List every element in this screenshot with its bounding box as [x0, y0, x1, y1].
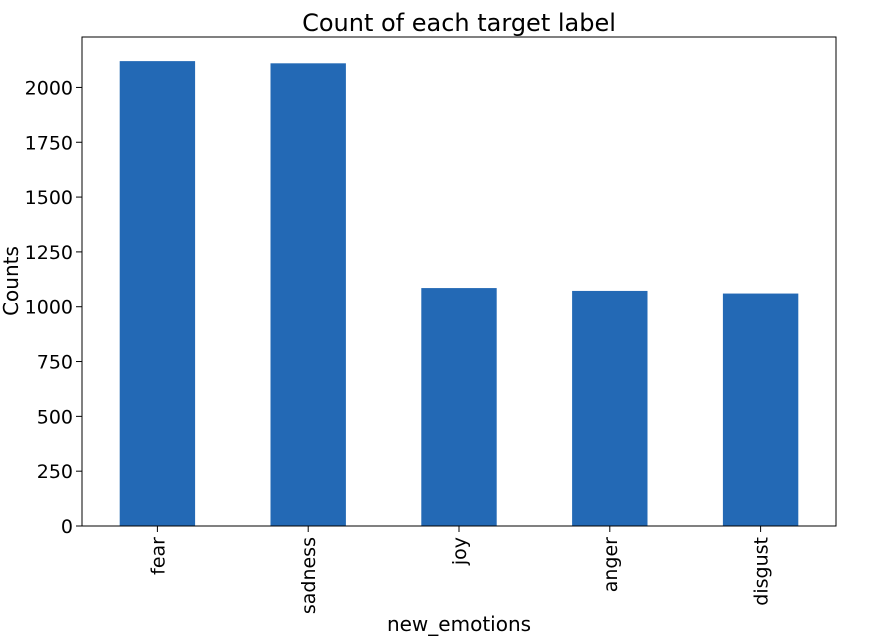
y-axis: 0 250 500 750 1000 1250 1500 1750 2000 — [25, 77, 82, 538]
y-tick-label-2000: 2000 — [25, 77, 73, 99]
y-tick-label-0: 0 — [61, 516, 73, 538]
x-tick-label-joy: joy — [449, 537, 471, 566]
x-tick-label-anger: anger — [600, 537, 622, 592]
bars-group — [119, 61, 799, 527]
y-axis-title: Counts — [0, 246, 23, 316]
y-tick-label-500: 500 — [37, 406, 73, 428]
bar-fear — [119, 61, 196, 527]
bar-disgust — [722, 293, 799, 526]
chart-title: Count of each target label — [302, 9, 616, 37]
y-tick-label-1500: 1500 — [25, 187, 73, 209]
y-tick-label-1000: 1000 — [25, 297, 73, 319]
y-tick-label-250: 250 — [37, 461, 73, 483]
y-tick-label-1250: 1250 — [25, 242, 73, 264]
x-tick-label-disgust: disgust — [751, 537, 773, 606]
x-axis: fear sadness joy anger disgust — [147, 526, 773, 614]
x-axis-title: new_emotions — [387, 612, 531, 636]
y-tick-label-1750: 1750 — [25, 132, 73, 154]
bar-sadness — [270, 63, 346, 527]
x-tick-label-fear: fear — [147, 537, 169, 575]
x-tick-label-sadness: sadness — [298, 537, 320, 614]
bar-anger — [572, 290, 648, 526]
bar-joy — [421, 288, 497, 526]
y-tick-label-750: 750 — [37, 352, 73, 374]
